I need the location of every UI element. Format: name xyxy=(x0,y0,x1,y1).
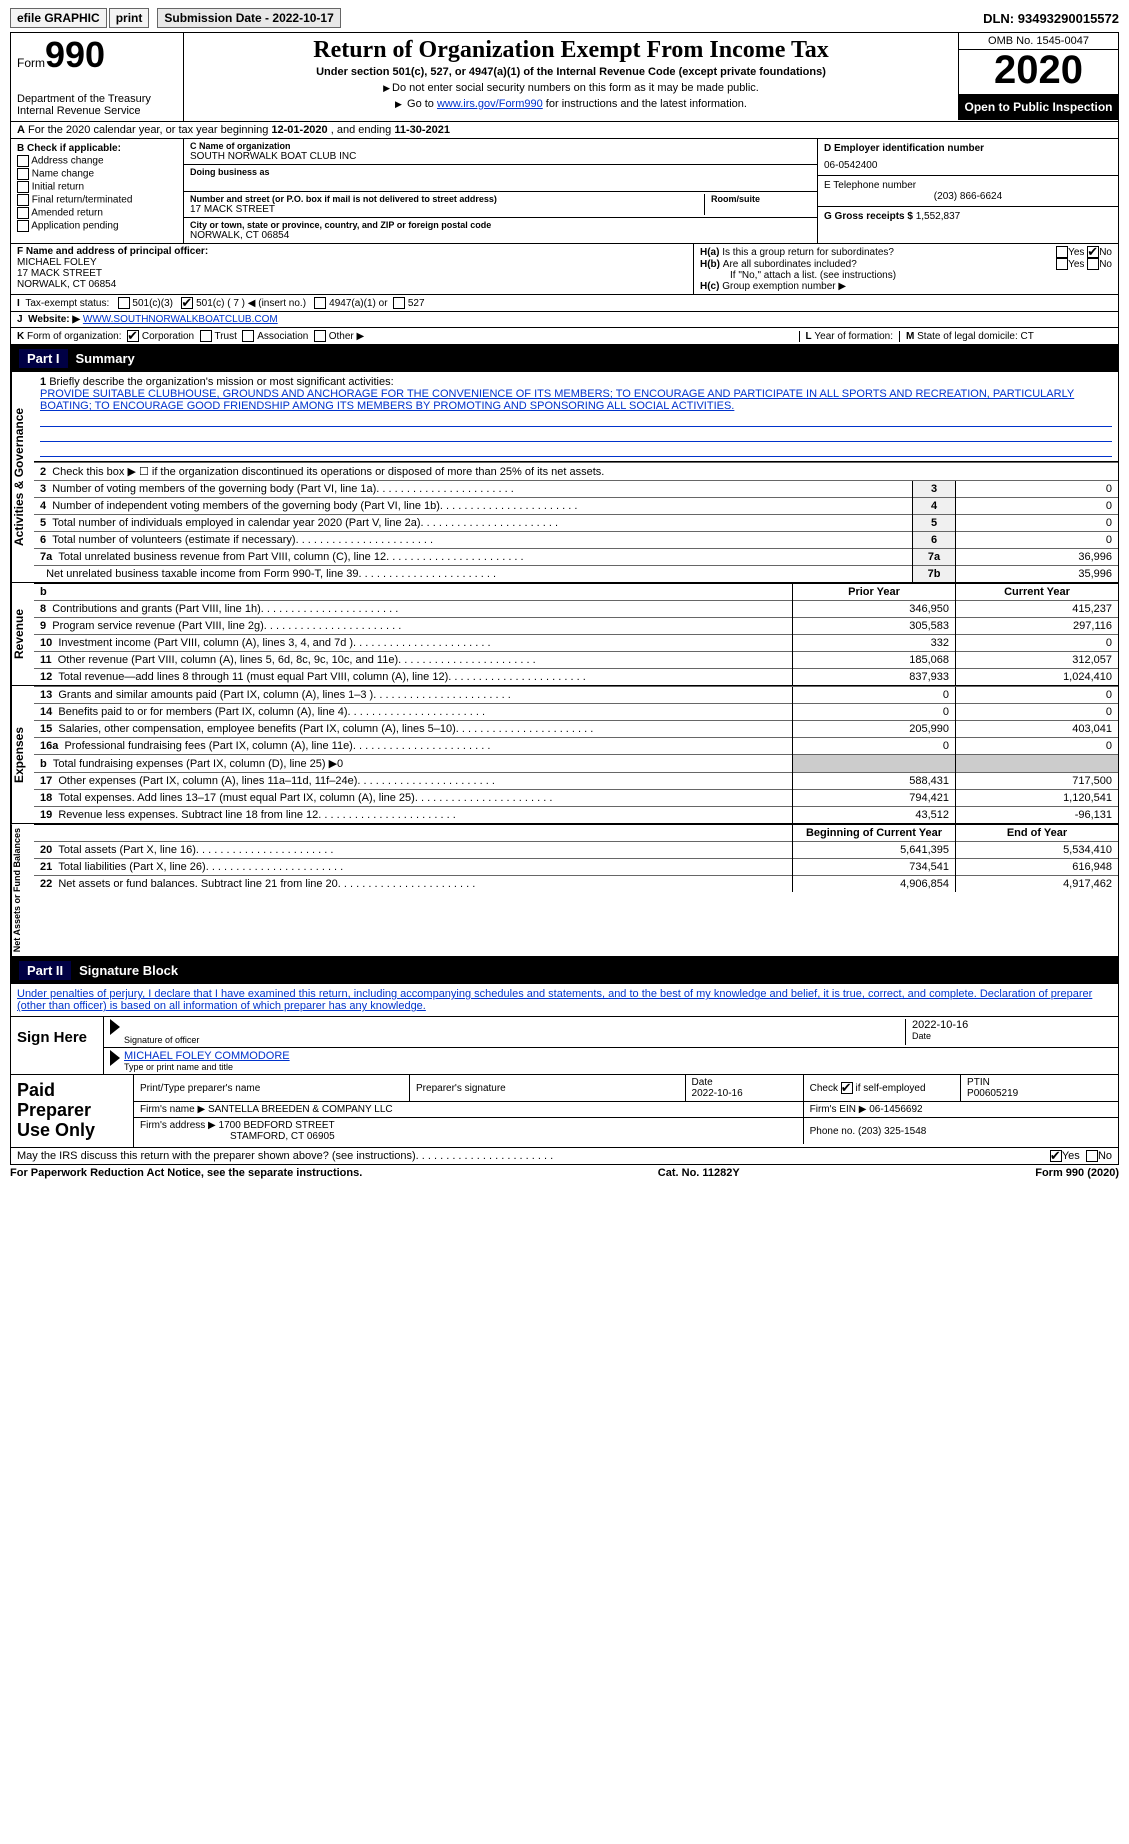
sign-here-label: Sign Here xyxy=(11,1017,104,1074)
governance-table: 2 Check this box ▶ ☐ if the organization… xyxy=(34,462,1118,582)
preparer-table: Print/Type preparer's name Preparer's si… xyxy=(134,1075,1118,1144)
date-label: Date xyxy=(912,1031,1112,1041)
street-address: 17 MACK STREET xyxy=(190,204,704,215)
label-city: City or town, state or province, country… xyxy=(190,220,811,230)
officer-addr2: NORWALK, CT 06854 xyxy=(17,279,687,290)
submission-date: Submission Date - 2022-10-17 xyxy=(157,8,340,28)
officer-addr1: 17 MACK STREET xyxy=(17,268,687,279)
cb-discuss-yes[interactable] xyxy=(1050,1150,1062,1162)
mission-text: PROVIDE SUITABLE CLUBHOUSE, GROUNDS AND … xyxy=(40,388,1112,412)
cb-hb-yes[interactable] xyxy=(1056,258,1068,270)
form-label: Form xyxy=(17,56,45,70)
tax-year: 2020 xyxy=(958,50,1118,94)
print-button[interactable]: print xyxy=(109,8,150,28)
cb-name-change[interactable]: Name change xyxy=(17,168,177,180)
ha-text: Is this a group return for subordinates? xyxy=(722,247,1056,258)
label-gross: G Gross receipts $ xyxy=(824,211,916,222)
cb-initial-return[interactable]: Initial return xyxy=(17,181,177,193)
cb-501c[interactable] xyxy=(181,297,193,309)
label-officer: F Name and address of principal officer: xyxy=(17,246,687,257)
cb-application-pending[interactable]: Application pending xyxy=(17,220,177,232)
label-room: Room/suite xyxy=(711,194,811,204)
sign-date: 2022-10-16 xyxy=(912,1019,1112,1031)
label-phone: E Telephone number xyxy=(824,180,1112,191)
block-b-checkboxes: B Check if applicable: Address change Na… xyxy=(11,139,184,243)
vtab-revenue: Revenue xyxy=(11,583,34,685)
cb-address-change[interactable]: Address change xyxy=(17,155,177,167)
label-ha: H(a) xyxy=(700,247,719,258)
label-hc: H(c) xyxy=(700,281,719,292)
officer-print-name: MICHAEL FOLEY COMMODORE xyxy=(124,1050,1112,1062)
hc-text: Group exemption number ▶ xyxy=(722,281,846,292)
dln: DLN: 93493290015572 xyxy=(983,11,1119,26)
vtab-expenses: Expenses xyxy=(11,686,34,823)
revenue-table: bPrior YearCurrent Year8 Contributions a… xyxy=(34,583,1118,685)
form-number: 990 xyxy=(45,34,105,75)
cb-ha-yes[interactable] xyxy=(1056,246,1068,258)
cb-trust[interactable] xyxy=(200,330,212,342)
form-title: Return of Organization Exempt From Incom… xyxy=(190,37,952,64)
gross-receipts: 1,552,837 xyxy=(916,211,961,222)
label-hb: H(b) xyxy=(700,259,720,270)
print-name-label: Type or print name and title xyxy=(124,1062,1112,1072)
form-org-label: Form of organization: xyxy=(27,331,122,342)
dept-irs: Internal Revenue Service xyxy=(17,105,177,117)
cb-hb-no[interactable] xyxy=(1087,258,1099,270)
part2-header: Part II Signature Block xyxy=(10,957,1119,984)
vtab-governance: Activities & Governance xyxy=(11,372,34,582)
label-street: Number and street (or P.O. box if mail i… xyxy=(190,194,704,204)
vtab-net-assets: Net Assets or Fund Balances xyxy=(11,824,34,956)
topbar: efile GRAPHIC print Submission Date - 20… xyxy=(10,8,1119,28)
cb-assoc[interactable] xyxy=(242,330,254,342)
phone: (203) 866-6624 xyxy=(824,191,1112,202)
hb-note: If "No," attach a list. (see instruction… xyxy=(700,270,1112,281)
cb-ha-no[interactable] xyxy=(1087,246,1099,258)
row-a-period: A For the 2020 calendar year, or tax yea… xyxy=(10,121,1119,139)
caret-icon xyxy=(110,1050,120,1066)
cb-other[interactable] xyxy=(314,330,326,342)
label-k: K xyxy=(17,331,24,342)
instr-ssn: Do not enter social security numbers on … xyxy=(190,82,952,94)
cb-corp[interactable] xyxy=(127,330,139,342)
website-url[interactable]: WWW.SOUTHNORWALKBOATCLUB.COM xyxy=(83,314,278,325)
form-subtitle: Under section 501(c), 527, or 4947(a)(1)… xyxy=(190,66,952,78)
cb-amended-return[interactable]: Amended return xyxy=(17,207,177,219)
caret-icon xyxy=(110,1019,120,1035)
dept-treasury: Department of the Treasury xyxy=(17,93,177,105)
tax-exempt-label: Tax-exempt status: xyxy=(25,298,109,309)
page-footer: For Paperwork Reduction Act Notice, see … xyxy=(10,1167,1119,1179)
cb-501c3[interactable] xyxy=(118,297,130,309)
cb-527[interactable] xyxy=(393,297,405,309)
signature-label: Signature of officer xyxy=(124,1035,905,1045)
form-header: Form990 Department of the Treasury Inter… xyxy=(10,32,1119,121)
cb-discuss-no[interactable] xyxy=(1086,1150,1098,1162)
expenses-table: 13 Grants and similar amounts paid (Part… xyxy=(34,686,1118,823)
label-j: J xyxy=(17,314,23,325)
officer-name: MICHAEL FOLEY xyxy=(17,257,687,268)
instr-link: Go to www.irs.gov/Form990 for instructio… xyxy=(190,98,952,110)
city-state-zip: NORWALK, CT 06854 xyxy=(190,230,811,241)
cb-final-return[interactable]: Final return/terminated xyxy=(17,194,177,206)
perjury-statement: Under penalties of perjury, I declare th… xyxy=(10,984,1119,1017)
efile-button[interactable]: efile GRAPHIC xyxy=(10,8,107,28)
irs-link[interactable]: www.irs.gov/Form990 xyxy=(437,98,543,110)
org-name: SOUTH NORWALK BOAT CLUB INC xyxy=(190,151,811,162)
open-to-public: Open to Public Inspection xyxy=(958,94,1118,120)
label-ein: D Employer identification number xyxy=(824,143,1112,154)
discuss-row: May the IRS discuss this return with the… xyxy=(10,1148,1119,1165)
part1-header: Part I Summary xyxy=(10,345,1119,372)
ein: 06-0542400 xyxy=(824,160,1112,171)
paid-preparer-label: Paid Preparer Use Only xyxy=(11,1075,134,1146)
label-i: I xyxy=(17,298,20,309)
label-dba: Doing business as xyxy=(190,167,811,177)
cb-4947[interactable] xyxy=(314,297,326,309)
website-label: Website: ▶ xyxy=(28,314,80,325)
net-assets-table: Beginning of Current YearEnd of Year20 T… xyxy=(34,824,1118,892)
hb-text: Are all subordinates included? xyxy=(723,259,1056,270)
label-org-name: C Name of organization xyxy=(190,141,811,151)
